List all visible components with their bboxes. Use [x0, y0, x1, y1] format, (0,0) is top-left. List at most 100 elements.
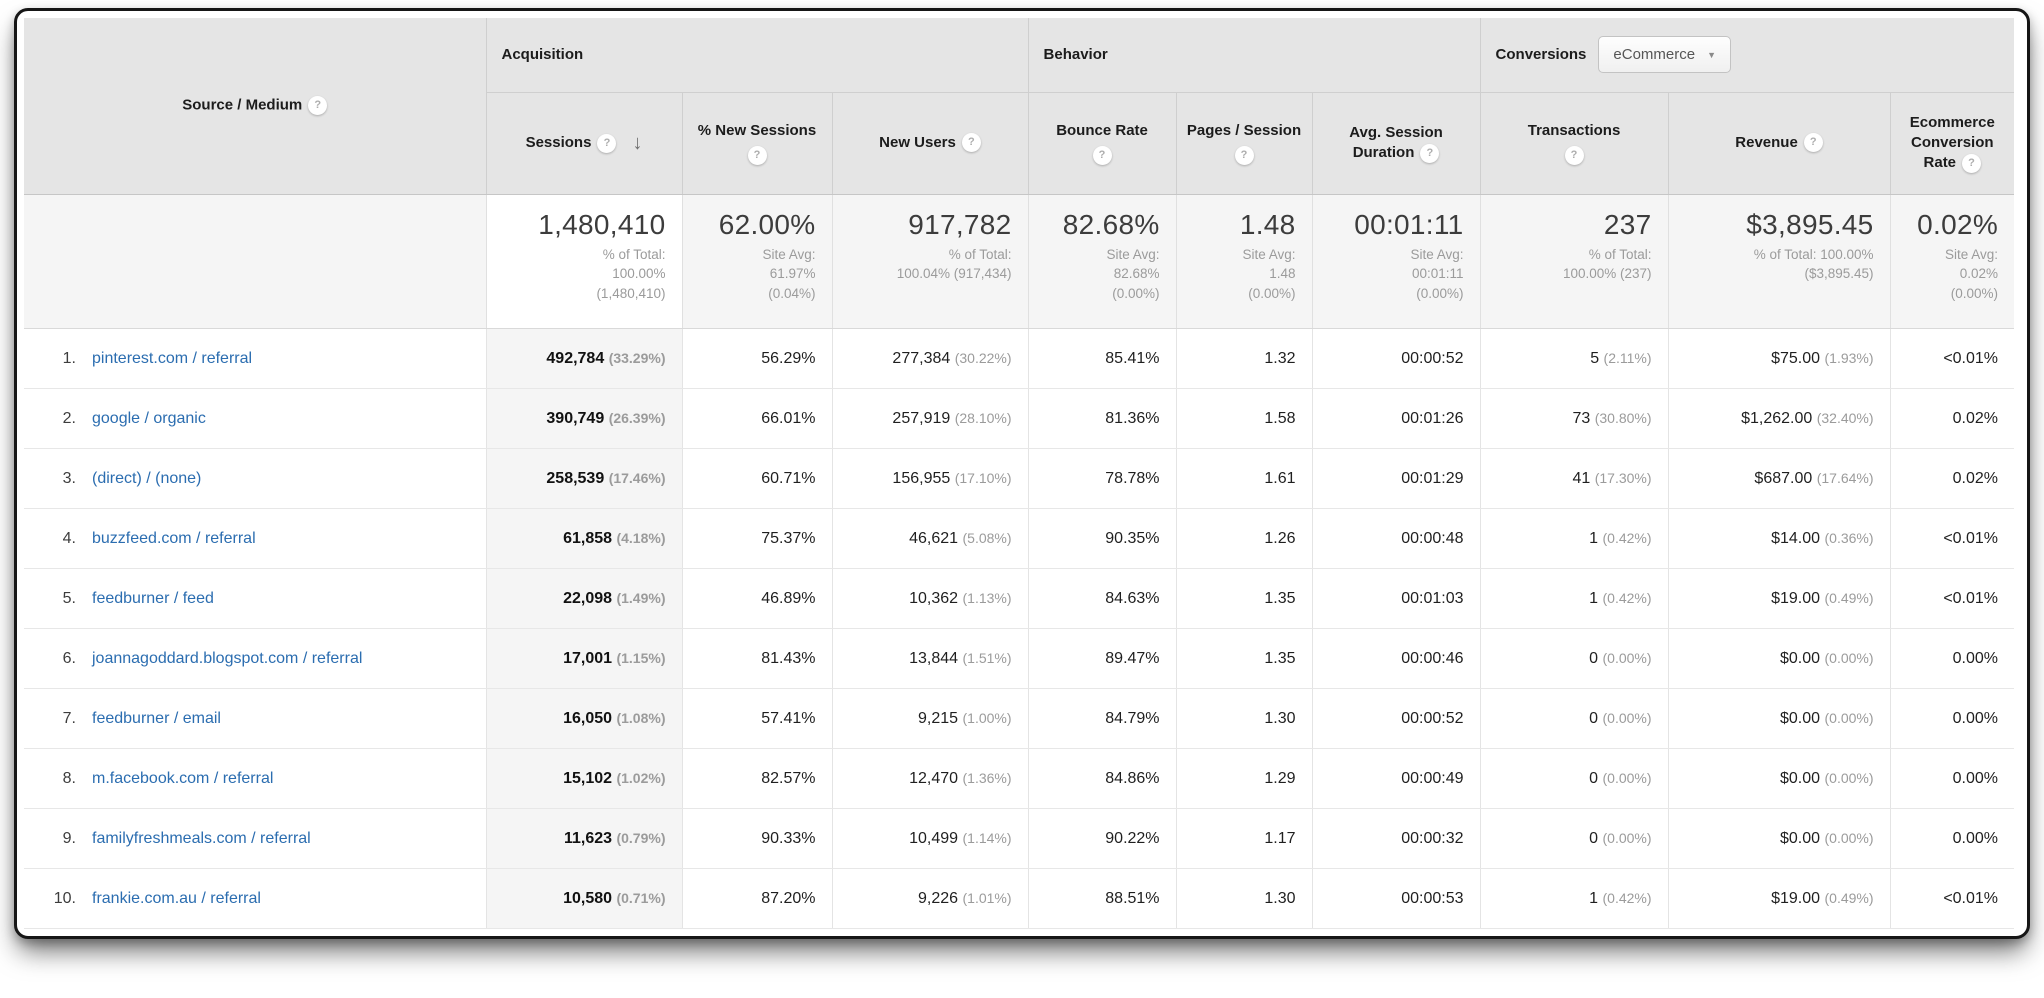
transactions-cell: 0 (0.00%) [1479, 748, 1669, 809]
source-medium-cell: 7. feedburner / email [24, 688, 486, 749]
avg-duration-cell: 00:00:32 [1311, 808, 1481, 869]
new-users-cell: 10,362 (1.13%) [831, 568, 1029, 629]
chevron-down-icon: ▼ [1707, 49, 1716, 60]
transactions-cell: 73 (30.80%) [1479, 388, 1669, 449]
avg-duration-cell: 00:00:46 [1311, 628, 1481, 689]
summary-new-users: 917,782% of Total: 100.04% (917,434) [831, 194, 1029, 329]
help-icon[interactable]: ? [1962, 153, 1982, 173]
column-header-pages-session[interactable]: Pages / Session? [1175, 92, 1313, 195]
column-header-pct-new-sessions[interactable]: % New Sessions? [681, 92, 832, 195]
source-medium-link[interactable]: (direct) / (none) [92, 469, 202, 487]
summary-avg-duration: 00:01:11 Site Avg: 00:01:11 (0.00%) [1311, 194, 1481, 329]
help-icon[interactable]: ? [597, 133, 617, 153]
avg-duration-header-label: Avg. Session Duration [1349, 123, 1443, 161]
avg-duration-cell: 00:00:53 [1311, 868, 1481, 929]
help-icon[interactable]: ? [1803, 133, 1823, 153]
ecom-rate-cell: 0.00% [1889, 808, 2015, 869]
source-medium-cell: 9. familyfreshmeals.com / referral [24, 808, 486, 869]
pages-session-cell: 1.58 [1175, 388, 1313, 449]
column-header-avg-session-duration[interactable]: Avg. Session Duration? [1311, 92, 1481, 195]
source-medium-link[interactable]: google / organic [92, 409, 206, 427]
source-medium-link[interactable]: joannagoddard.blogspot.com / referral [92, 649, 363, 667]
sessions-cell: 10,580 (0.71%) [485, 868, 682, 929]
group-header-acquisition: Acquisition [485, 18, 1029, 93]
summary-pages-session: 1.48 Site Avg: 1.48 (0.00%) [1175, 194, 1313, 329]
avg-duration-cell: 00:00:52 [1311, 328, 1481, 389]
source-medium-link[interactable]: familyfreshmeals.com / referral [92, 829, 311, 847]
avg-duration-cell: 00:00:52 [1311, 688, 1481, 749]
ecom-rate-cell: 0.00% [1889, 688, 2015, 749]
new-users-cell: 46,621 (5.08%) [831, 508, 1029, 569]
source-medium-link[interactable]: m.facebook.com / referral [92, 769, 274, 787]
source-medium-label: Source / Medium [182, 96, 303, 114]
sessions-cell: 15,102 (1.02%) [485, 748, 682, 809]
avg-duration-cell: 00:01:26 [1311, 388, 1481, 449]
help-icon[interactable]: ? [1420, 143, 1440, 163]
revenue-cell: $19.00 (0.49%) [1667, 868, 1891, 929]
group-header-conversions: Conversions eCommerce ▼ [1479, 18, 2015, 93]
source-medium-link[interactable]: feedburner / email [92, 709, 221, 727]
help-icon[interactable]: ? [961, 133, 981, 153]
source-medium-link[interactable]: buzzfeed.com / referral [92, 529, 256, 547]
pct-new-sessions-cell: 87.20% [681, 868, 832, 929]
screenshot-frame: Source / Medium? Acquisition Behavior Co… [14, 8, 2030, 939]
column-header-revenue[interactable]: Revenue? [1667, 92, 1891, 195]
pages-session-cell: 1.61 [1175, 448, 1313, 509]
summary-ecom-rate: 0.02% Site Avg: 0.02% (0.00%) [1889, 194, 2015, 329]
pct-new-sessions-cell: 56.29% [681, 328, 832, 389]
bounce-rate-cell: 90.35% [1027, 508, 1177, 569]
column-header-new-users[interactable]: New Users? [831, 92, 1029, 195]
row-rank: 3. [62, 469, 76, 487]
ecom-rate-cell: 0.02% [1889, 388, 2015, 449]
group-header-row: Source / Medium? Acquisition Behavior Co… [24, 18, 2015, 195]
conversions-goal-dropdown[interactable]: eCommerce ▼ [1598, 36, 1731, 74]
pct-new-sessions-cell: 60.71% [681, 448, 832, 509]
ecom-rate-cell: 0.00% [1889, 748, 2015, 809]
column-header-transactions[interactable]: Transactions? [1479, 92, 1669, 195]
pages-session-cell: 1.30 [1175, 688, 1313, 749]
acquisition-label: Acquisition [501, 46, 584, 64]
bounce-rate-header-label: Bounce Rate [1056, 122, 1148, 140]
ecom-rate-cell: <0.01% [1889, 868, 2015, 929]
column-header-source-medium[interactable]: Source / Medium? [24, 18, 486, 195]
table-row: 9. familyfreshmeals.com / referral 11,623… [24, 808, 2015, 869]
pages-session-cell: 1.30 [1175, 868, 1313, 929]
source-medium-link[interactable]: feedburner / feed [92, 589, 214, 607]
column-header-bounce-rate[interactable]: Bounce Rate? [1027, 92, 1177, 195]
pages-session-cell: 1.32 [1175, 328, 1313, 389]
help-icon[interactable]: ? [308, 96, 328, 116]
column-header-sessions[interactable]: Sessions? ↓ [485, 92, 682, 195]
source-medium-cell: 6. joannagoddard.blogspot.com / referral [24, 628, 486, 689]
pages-session-cell: 1.35 [1175, 568, 1313, 629]
new-users-cell: 156,955 (17.10%) [831, 448, 1029, 509]
ecom-rate-cell: 0.00% [1889, 628, 2015, 689]
summary-bounce-rate: 82.68% Site Avg: 82.68% (0.00%) [1027, 194, 1177, 329]
pct-new-sessions-cell: 81.43% [681, 628, 832, 689]
bounce-rate-cell: 84.86% [1027, 748, 1177, 809]
transactions-cell: 5 (2.11%) [1479, 328, 1669, 389]
pages-session-cell: 1.35 [1175, 628, 1313, 689]
help-icon[interactable]: ? [747, 145, 767, 165]
sessions-cell: 258,539 (17.46%) [485, 448, 682, 509]
avg-duration-cell: 00:01:03 [1311, 568, 1481, 629]
sort-descending-icon[interactable]: ↓ [632, 131, 643, 154]
help-icon[interactable]: ? [1092, 145, 1112, 165]
new-users-cell: 10,499 (1.14%) [831, 808, 1029, 869]
source-medium-link[interactable]: frankie.com.au / referral [92, 889, 261, 907]
help-icon[interactable]: ? [1234, 145, 1254, 165]
revenue-cell: $19.00 (0.49%) [1667, 568, 1891, 629]
help-icon[interactable]: ? [1564, 145, 1584, 165]
group-header-behavior: Behavior [1027, 18, 1481, 93]
row-rank: 7. [62, 709, 76, 727]
new-users-header-label: New Users [879, 133, 956, 151]
row-rank: 9. [62, 829, 76, 847]
pct-new-sessions-cell: 66.01% [681, 388, 832, 449]
source-medium-link[interactable]: pinterest.com / referral [92, 349, 253, 367]
table-row: 5. feedburner / feed 22,098 (1.49%) 46.89… [24, 568, 2015, 629]
conversions-label: Conversions [1495, 46, 1587, 64]
transactions-header-label: Transactions [1527, 122, 1621, 140]
sessions-cell: 17,001 (1.15%) [485, 628, 682, 689]
bounce-rate-cell: 89.47% [1027, 628, 1177, 689]
column-header-ecommerce-conversion-rate[interactable]: Ecommerce Conversion Rate? [1889, 92, 2015, 195]
pct-new-sessions-cell: 46.89% [681, 568, 832, 629]
